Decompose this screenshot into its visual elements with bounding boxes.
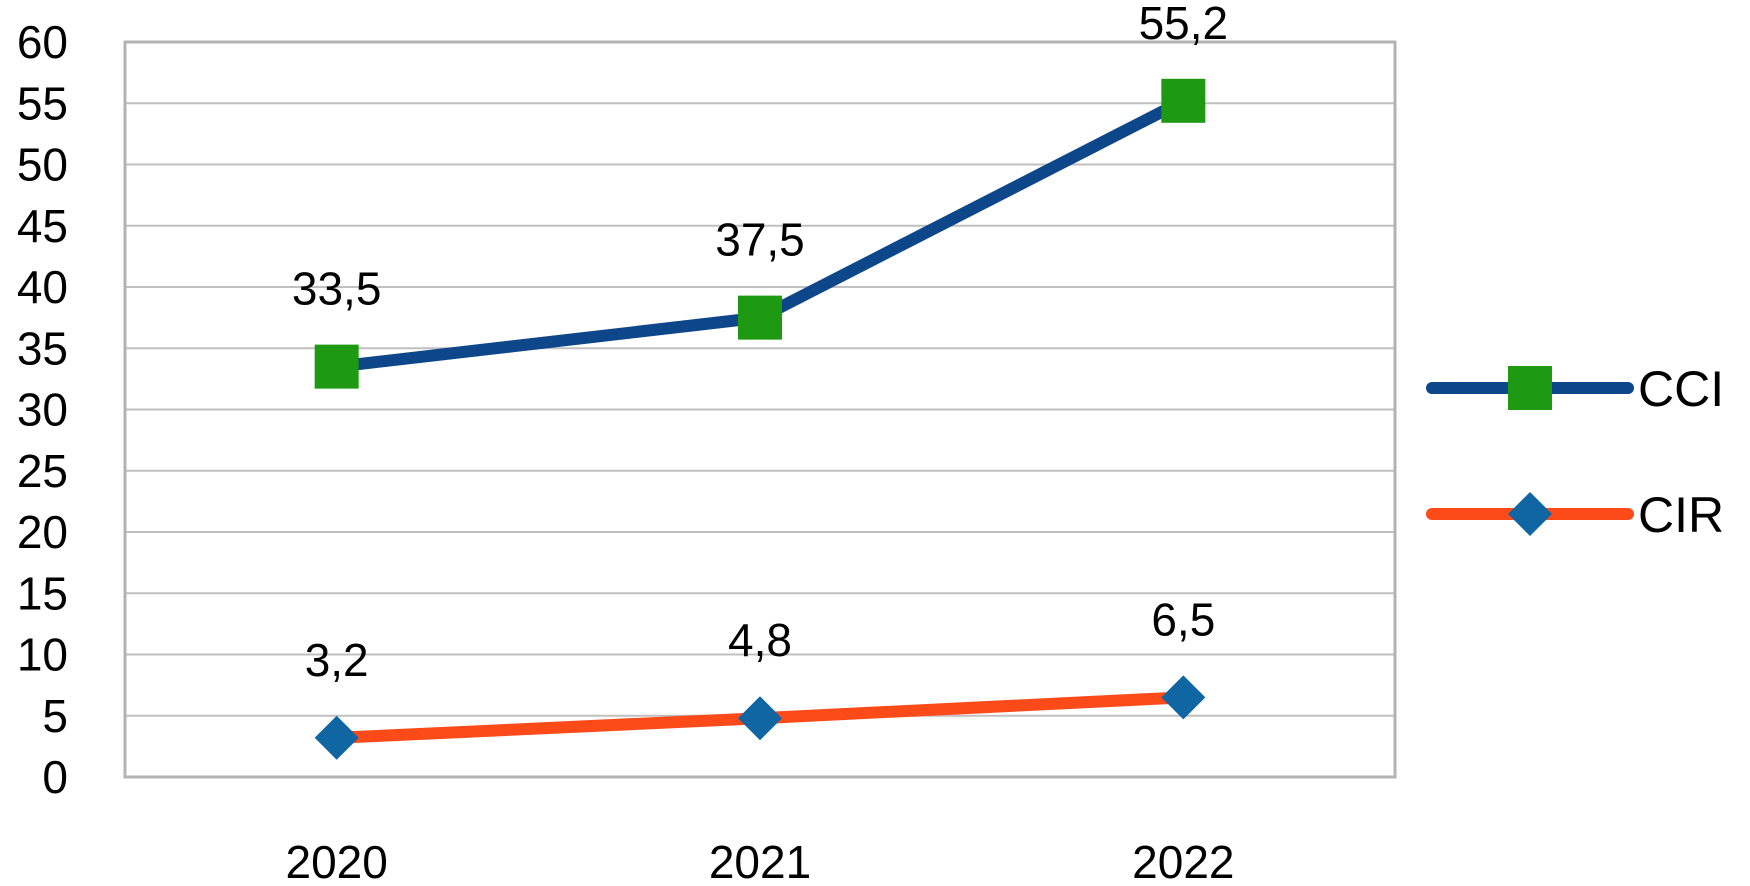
y-tick-label-15: 15: [17, 567, 68, 619]
data-label-cci-2022: 55,2: [1139, 0, 1229, 49]
y-tick-label-60: 60: [17, 16, 68, 68]
x-tick-label-2021: 2021: [709, 836, 811, 886]
series-cir: 3,2 4,8 6,5: [305, 593, 1215, 760]
legend-item-cci: CCI: [1426, 361, 1724, 417]
y-axis-tick-labels: 0 5 10 15 20 25 30 35 40 45 50 55 60: [17, 16, 68, 803]
x-tick-label-2020: 2020: [285, 836, 387, 886]
series-cci: 33,5 37,5 55,2: [292, 0, 1228, 389]
data-point-cci-2021: [738, 295, 782, 340]
y-tick-label-30: 30: [17, 384, 68, 436]
plot-area-frame: [123, 40, 1397, 779]
y-tick-label-45: 45: [17, 200, 68, 252]
series-group: 33,5 37,5 55,2 3,2 4,8 6,5: [292, 0, 1228, 760]
legend-label-cci: CCI: [1638, 361, 1724, 417]
data-point-cir-2021: [738, 696, 782, 741]
legend-item-cir: CIR: [1426, 487, 1724, 543]
data-point-cir-2022: [1161, 675, 1206, 720]
y-tick-label-5: 5: [42, 690, 68, 742]
y-tick-label-0: 0: [42, 751, 68, 803]
data-point-cci-2020: [314, 344, 359, 389]
legend-label-cir: CIR: [1638, 487, 1724, 543]
y-tick-label-25: 25: [17, 445, 68, 497]
data-label-cci-2021: 37,5: [715, 214, 805, 266]
y-tick-label-40: 40: [17, 261, 68, 313]
data-label-cir-2021: 4,8: [728, 614, 792, 666]
y-tick-label-50: 50: [17, 139, 68, 191]
legend-marker-cir: [1508, 492, 1552, 536]
y-tick-label-20: 20: [17, 506, 68, 558]
data-label-cir-2020: 3,2: [305, 634, 369, 686]
x-axis-tick-labels: 2020 2021 2022: [285, 836, 1234, 886]
y-tick-label-10: 10: [17, 629, 68, 681]
y-tick-label-55: 55: [17, 77, 68, 129]
data-point-cir-2020: [314, 715, 359, 760]
legend-marker-cci: [1508, 366, 1552, 410]
y-tick-label-35: 35: [17, 322, 68, 374]
data-label-cci-2020: 33,5: [292, 263, 382, 315]
data-label-cir-2022: 6,5: [1151, 593, 1215, 645]
x-tick-label-2022: 2022: [1132, 836, 1234, 886]
data-point-cci-2022: [1161, 78, 1206, 123]
legend: CCI CIR: [1426, 361, 1724, 543]
